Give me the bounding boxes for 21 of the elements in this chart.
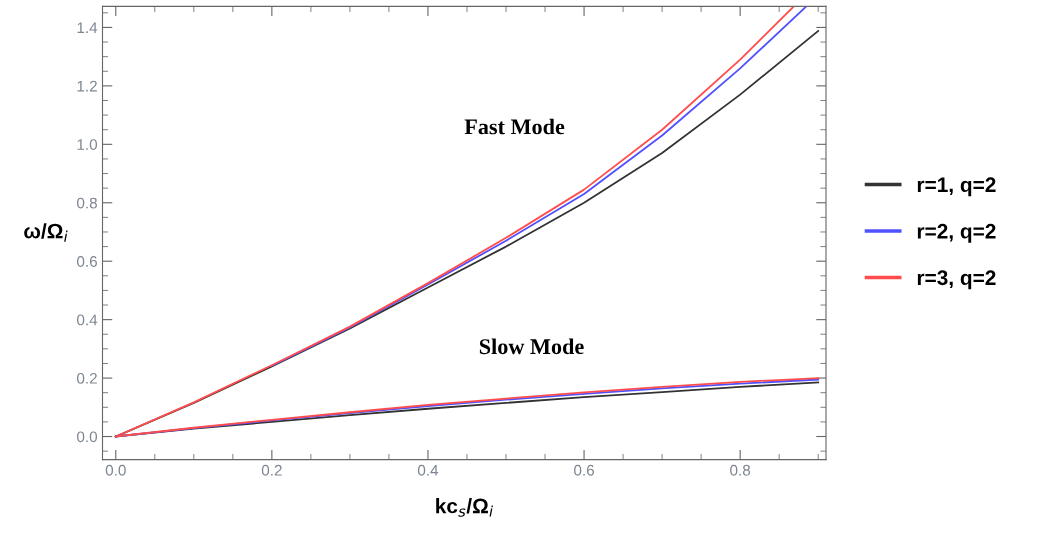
y-tick-label: 0.4	[77, 314, 98, 326]
y-tick-label: 1.0	[77, 139, 98, 150]
x-tick-label: 0.2	[261, 464, 282, 476]
y-tick-label: 0.0	[77, 431, 98, 443]
line-series	[270, 6, 807, 367]
y-tick-label: 0.6	[77, 256, 97, 267]
x-tick-label: 0.6	[574, 464, 594, 476]
y-tick-label: 0.8	[77, 197, 97, 209]
x-tick-label: 0.0	[105, 464, 126, 476]
legend-label: r=2, q=2	[917, 223, 996, 243]
y-axis-title: ω/Ω$_{i}$	[24, 223, 68, 242]
y-tick-label: 0.2	[77, 372, 97, 384]
y-tick-label: 1.4	[77, 22, 98, 33]
annotation: Fast Mode	[464, 118, 565, 135]
legend-label: r=1, q=2	[917, 177, 996, 197]
annotation: Slow Mode	[479, 338, 584, 355]
x-tick-label: 0.8	[730, 464, 751, 476]
legend-label: r=3, q=2	[917, 270, 996, 290]
y-tick-label: 1.2	[77, 80, 97, 92]
x-axis-title: kc$_{s}$/Ω$_{i}$	[436, 498, 493, 517]
x-tick-label: 0.4	[417, 464, 439, 476]
